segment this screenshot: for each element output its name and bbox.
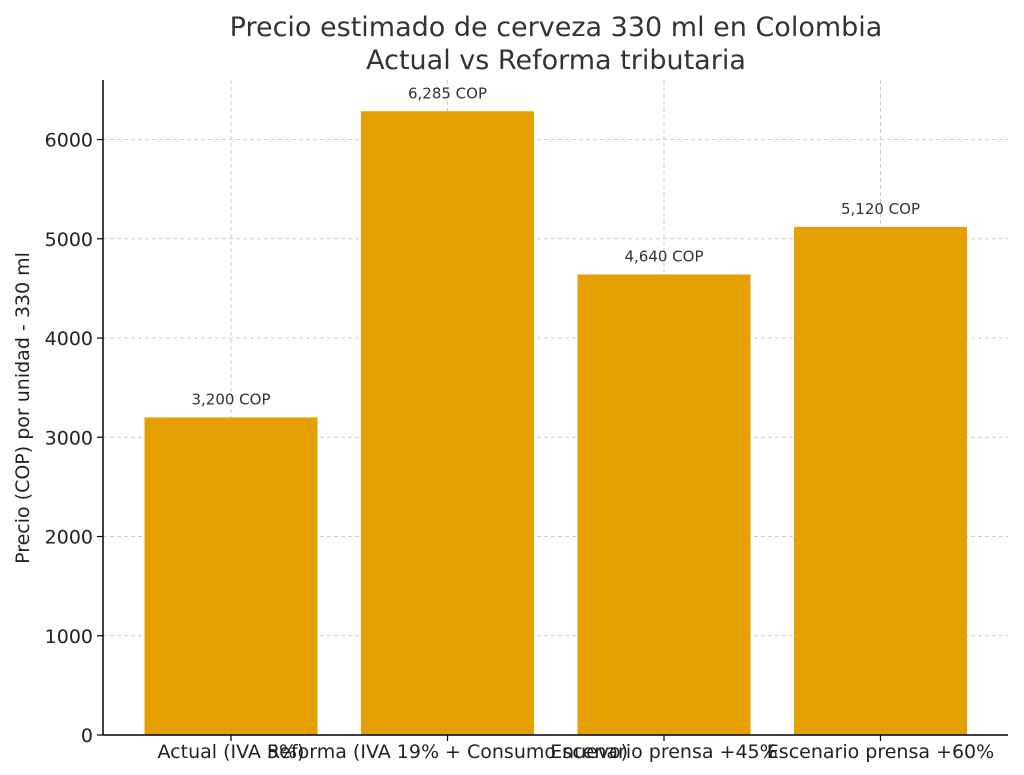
y-tick-label-1: 1000 <box>45 626 93 648</box>
bar-3 <box>794 226 967 735</box>
y-tick-label-6: 6000 <box>45 130 93 152</box>
data-label-2: 4,640 COP <box>624 248 703 266</box>
bar-1 <box>361 111 534 736</box>
y-ticks: 0 1000 2000 3000 4000 5000 6000 <box>45 130 103 747</box>
y-tick-label-2: 2000 <box>45 527 93 549</box>
y-tick-label-5: 5000 <box>45 229 93 251</box>
y-tick-label-3: 3000 <box>45 427 93 449</box>
chart-title-line-1: Precio estimado de cerveza 330 ml en Col… <box>230 12 883 43</box>
y-axis-label: Precio (COP) por unidad - 330 ml <box>12 252 34 564</box>
chart-title-line-2: Actual vs Reforma tributaria <box>366 45 746 76</box>
bar-2 <box>577 274 751 735</box>
data-label-1: 6,285 COP <box>408 84 487 102</box>
y-tick-label-4: 4000 <box>45 328 93 350</box>
bars <box>144 111 967 736</box>
data-label-3: 5,120 COP <box>841 200 920 218</box>
axes <box>102 80 1008 736</box>
bar-0 <box>144 417 318 735</box>
y-tick-label-0: 0 <box>81 725 93 747</box>
x-ticks: Actual (IVA 5%)Reforma (IVA 19% + Consum… <box>158 735 994 763</box>
x-tick-label-2: Escenario prensa +45% <box>550 741 777 763</box>
x-tick-label-3: Escenario prensa +60% <box>767 741 994 763</box>
data-labels: 3,200 COP 6,285 COP 4,640 COP 5,120 COP <box>191 84 920 408</box>
x-tick-label-1: Reforma (IVA 19% + Consumo nuevo) <box>267 741 628 763</box>
x-tick-label-0: Actual (IVA 5%) <box>158 741 305 763</box>
data-label-0: 3,200 COP <box>191 390 270 408</box>
